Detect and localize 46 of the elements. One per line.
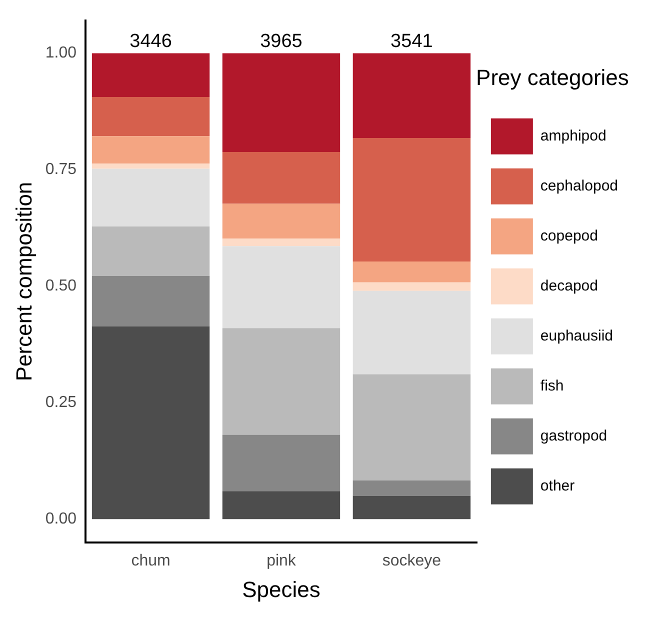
x-tick-label: pink — [266, 552, 297, 570]
bar — [222, 152, 340, 204]
bar — [352, 282, 471, 291]
bar — [92, 164, 210, 169]
bar — [352, 138, 471, 262]
bar — [92, 97, 210, 136]
bar — [222, 53, 340, 152]
y-tick-label: 0.25 — [45, 394, 77, 412]
y-tick-label: 1.00 — [45, 44, 77, 62]
annotation: 3965 — [260, 30, 302, 52]
bar — [222, 434, 340, 492]
bar — [92, 136, 210, 164]
bar — [222, 204, 340, 239]
legend-title: Prey categories — [476, 65, 629, 90]
legend-label: cephalopod — [540, 178, 618, 195]
y-tick-label: 0.75 — [45, 161, 77, 178]
bar — [352, 496, 471, 520]
bar — [222, 328, 340, 435]
x-tick-label: chum — [131, 552, 170, 570]
bar — [92, 326, 210, 520]
bar — [352, 290, 471, 374]
bar — [222, 238, 340, 246]
bar — [222, 491, 340, 520]
y-tick-label: 0.00 — [45, 510, 77, 528]
legend-label: copepod — [540, 228, 598, 245]
legend-label: amphipod — [540, 128, 606, 145]
bar — [92, 276, 210, 326]
legend-label: fish — [540, 378, 564, 395]
bar — [222, 246, 340, 328]
bar — [352, 480, 471, 496]
bar — [352, 53, 471, 138]
annotation: 3446 — [130, 30, 172, 52]
y-axis-title: Percent composition — [11, 182, 36, 382]
bar — [92, 168, 210, 227]
bar — [352, 261, 471, 282]
bar — [92, 53, 210, 98]
x-tick-label: sockeye — [382, 552, 442, 570]
legend-label: decapod — [540, 278, 598, 295]
y-tick-label: 0.50 — [45, 278, 77, 295]
legend-label: euphausiid — [540, 328, 613, 345]
bar — [92, 226, 210, 276]
annotation: 3541 — [390, 30, 433, 52]
legend-label: other — [540, 478, 575, 495]
bar — [352, 374, 471, 480]
legend-label: gastropod — [540, 428, 608, 445]
x-axis-title: Species — [242, 576, 320, 602]
